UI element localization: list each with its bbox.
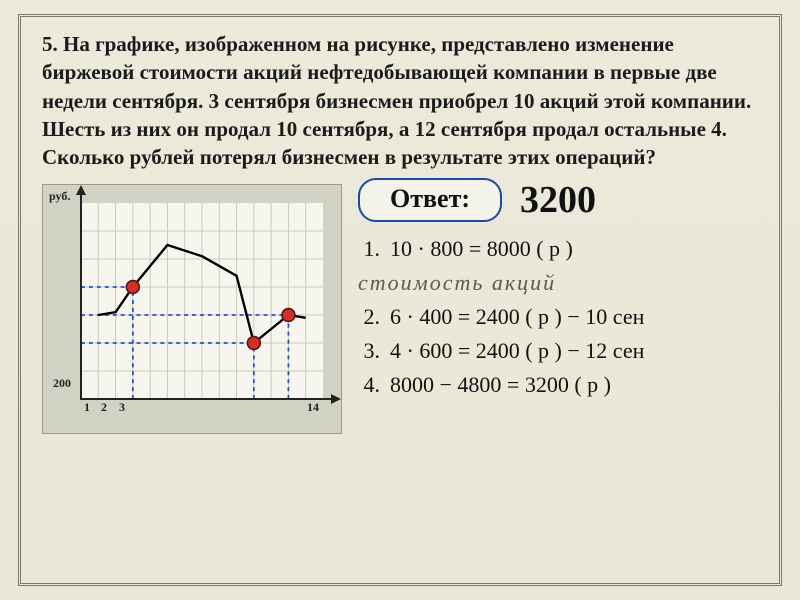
- calc-line-1: 1. 10 · 800 = 8000 ( р ): [358, 236, 758, 262]
- y-tick-200: 200: [53, 376, 71, 391]
- x-tick-3: 3: [119, 400, 125, 415]
- calc-expr-4: 8000 − 4800 = 3200 ( р ): [390, 372, 611, 398]
- chart-panel: руб. 200 1 2 3 14: [42, 184, 342, 434]
- answer-value: 3200: [520, 178, 596, 222]
- calc-expr-2: 6 · 400 = 2400 ( р ) − 10 сен: [390, 304, 644, 330]
- answer-row: Ответ: 3200: [358, 178, 758, 222]
- x-tick-2: 2: [101, 400, 107, 415]
- calc-index-2: 2.: [358, 304, 380, 330]
- x-axis-arrow-icon: [331, 394, 341, 404]
- y-axis-arrow-icon: [76, 185, 86, 195]
- x-tick-1: 1: [84, 400, 90, 415]
- calc-line-2: 2. 6 · 400 = 2400 ( р ) − 10 сен: [358, 304, 758, 330]
- y-axis: [80, 189, 82, 400]
- slide: 5. На графике, изображенном на рисунке, …: [0, 0, 800, 600]
- lower-row: руб. 200 1 2 3 14 Ответ: 3200: [42, 184, 758, 434]
- calc-index-3: 3.: [358, 338, 380, 364]
- answer-label-box: Ответ:: [358, 178, 502, 222]
- calc-line-3: 3. 4 · 600 = 2400 ( р ) − 12 сен: [358, 338, 758, 364]
- y-axis-label: руб.: [49, 189, 70, 204]
- x-tick-14: 14: [307, 400, 319, 415]
- calc-index-1: 1.: [358, 236, 380, 262]
- calc-expr-3: 4 · 600 = 2400 ( р ) − 12 сен: [390, 338, 644, 364]
- x-axis: [80, 398, 337, 400]
- content-area: 5. На графике, изображенном на рисунке, …: [42, 30, 758, 570]
- calc-note: стоимость акций: [358, 270, 758, 296]
- calc-expr-1: 10 · 800 = 8000 ( р ): [390, 236, 573, 262]
- chart-plot-area: [81, 203, 323, 399]
- calc-line-4: 4. 8000 − 4800 = 3200 ( р ): [358, 372, 758, 398]
- solution-column: Ответ: 3200 1. 10 · 800 = 8000 ( р ) сто…: [358, 184, 758, 406]
- chart-svg: [81, 203, 323, 399]
- calc-index-4: 4.: [358, 372, 380, 398]
- problem-text: 5. На графике, изображенном на рисунке, …: [42, 30, 758, 172]
